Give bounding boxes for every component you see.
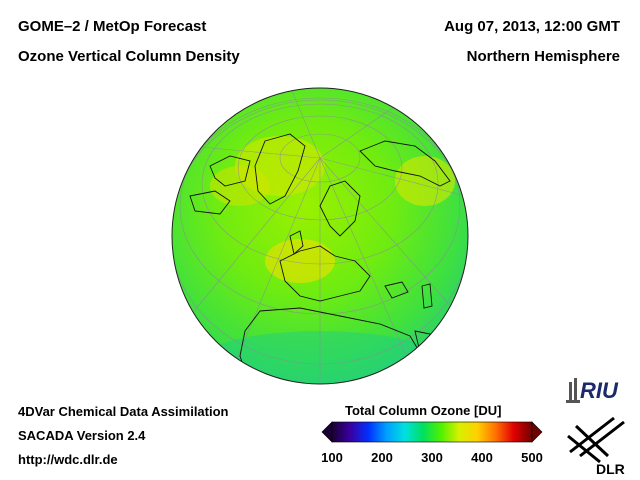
- footer-url: http://wdc.dlr.de: [18, 452, 118, 467]
- black-caspian-sea: [384, 281, 433, 309]
- riu-logo: RIU: [566, 378, 619, 403]
- colorbar-left-arrow: [321, 421, 333, 443]
- footer-line2: SACADA Version 2.4: [18, 428, 146, 443]
- colorbar-tick-100: 100: [321, 450, 343, 465]
- colorbar-tick-500: 500: [521, 450, 543, 465]
- region-label: Northern Hemisphere: [466, 48, 620, 65]
- graticule: [172, 88, 468, 384]
- colorbar-right-arrow: [531, 421, 543, 443]
- title-line1: GOME–2 / MetOp Forecast: [18, 18, 207, 35]
- colorbar-strip: [331, 421, 533, 443]
- scandinavia-coast: [319, 180, 361, 237]
- footer-line1: 4DVar Chemical Data Assimilation: [18, 404, 229, 419]
- dlr-logo: DLR: [567, 416, 625, 476]
- canadian-arctic-coast: [189, 155, 251, 215]
- ozone-high-asia: [395, 156, 455, 206]
- dlr-logo-text: DLR: [596, 461, 625, 476]
- greenland-coast: [254, 133, 306, 205]
- ozone-high-europe: [265, 239, 335, 283]
- date-label: Aug 07, 2013, 12:00 GMT: [444, 18, 620, 35]
- siberia-coast: [359, 140, 451, 187]
- riu-logo-text: RIU: [580, 378, 619, 403]
- ozone-globe-map: [171, 87, 469, 385]
- colorbar-title: Total Column Ozone [DU]: [345, 403, 502, 418]
- title-line2: Ozone Vertical Column Density: [18, 48, 240, 65]
- europe-coast: [279, 245, 371, 302]
- ozone-high-arctic: [210, 166, 270, 206]
- colorbar-tick-200: 200: [371, 450, 393, 465]
- colorbar-tick-300: 300: [421, 450, 443, 465]
- british-isles-coast: [289, 230, 304, 255]
- colorbar: [321, 421, 543, 443]
- colorbar-tick-400: 400: [471, 450, 493, 465]
